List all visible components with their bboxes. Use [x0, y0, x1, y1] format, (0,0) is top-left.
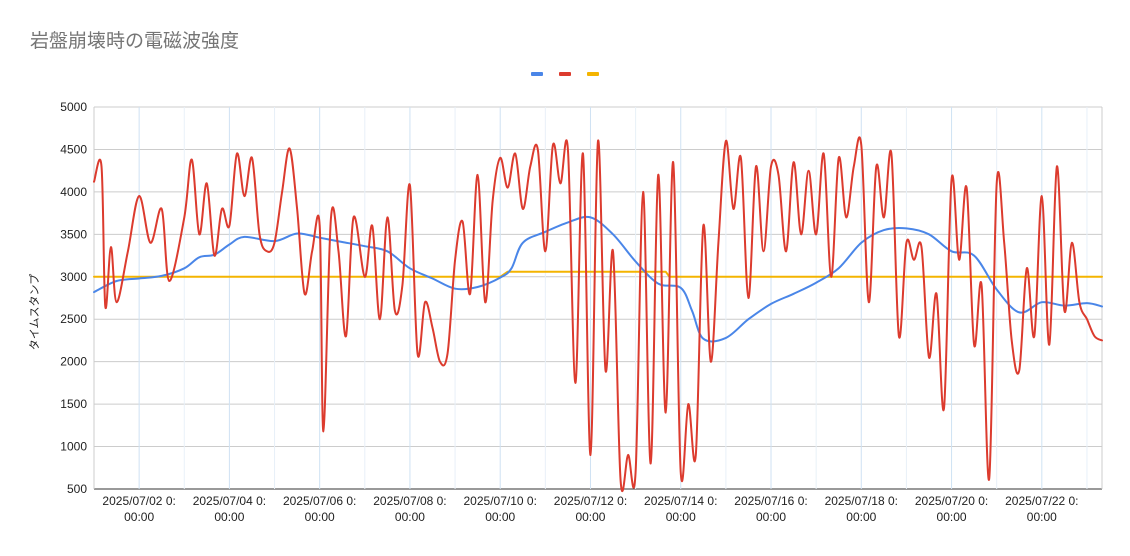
series-blue-line [93, 215, 1103, 343]
series-yellow-line [93, 270, 1103, 278]
legend-swatch [531, 72, 543, 76]
y-tick-label: 5000 [60, 100, 87, 114]
x-tick-label: 2025/07/20 0: [915, 494, 988, 508]
x-tick-label: 00:00 [485, 510, 515, 524]
chart-title: 岩盤崩壊時の電磁波強度 [30, 30, 239, 52]
series [93, 136, 1103, 493]
x-tick-label: 2025/07/08 0: [373, 494, 446, 508]
x-tick-label: 2025/07/10 0: [464, 494, 537, 508]
legend-swatch [587, 72, 599, 76]
y-axis-label: タイムスタンプ [28, 274, 41, 350]
legend [531, 72, 599, 76]
y-axis: 500 1000 1500 2000 2500 3000 3500 4000 4500 5000 [60, 100, 87, 496]
x-tick-label: 00:00 [214, 510, 244, 524]
x-tick-label: 00:00 [666, 510, 696, 524]
x-tick-label: 2025/07/16 0: [734, 494, 807, 508]
grid [93, 106, 1103, 490]
x-tick-label: 2025/07/18 0: [825, 494, 898, 508]
x-tick-label: 00:00 [124, 510, 154, 524]
x-tick-label: 2025/07/14 0: [644, 494, 717, 508]
x-tick-label: 2025/07/06 0: [283, 494, 356, 508]
y-tick-label: 4500 [60, 142, 87, 156]
y-tick-label: 4000 [60, 185, 87, 199]
x-tick-label: 00:00 [305, 510, 335, 524]
x-tick-label: 00:00 [1027, 510, 1057, 524]
x-tick-label: 00:00 [756, 510, 786, 524]
x-tick-label: 00:00 [937, 510, 967, 524]
legend-swatch [559, 72, 571, 76]
x-axis: 2025/07/02 0: 00:00 2025/07/04 0: 00:00 2025… [102, 494, 1078, 524]
y-tick-label: 1500 [60, 397, 87, 411]
y-tick-label: 2000 [60, 355, 87, 369]
x-tick-label: 00:00 [846, 510, 876, 524]
y-tick-label: 500 [67, 482, 87, 496]
y-tick-label: 1000 [60, 440, 87, 454]
series-red-line [93, 136, 1103, 493]
x-tick-label: 2025/07/12 0: [554, 494, 627, 508]
x-tick-label: 2025/07/04 0: [193, 494, 266, 508]
y-tick-label: 3500 [60, 227, 87, 241]
x-tick-label: 2025/07/02 0: [102, 494, 175, 508]
x-tick-label: 2025/07/22 0: [1005, 494, 1078, 508]
y-tick-label: 3000 [60, 270, 87, 284]
y-tick-label: 2500 [60, 312, 87, 326]
x-tick-label: 00:00 [575, 510, 605, 524]
x-tick-label: 00:00 [395, 510, 425, 524]
